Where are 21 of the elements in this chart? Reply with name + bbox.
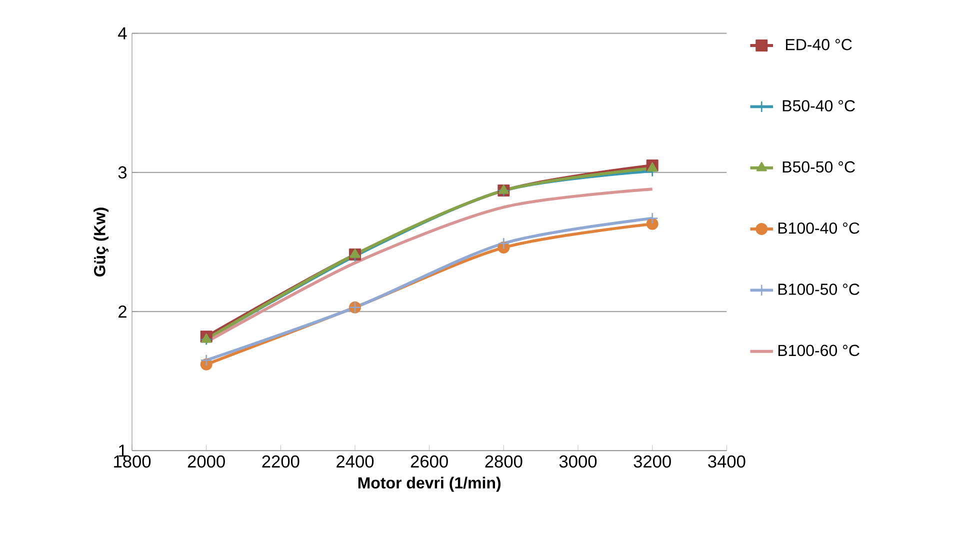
y-tick-label: 1 bbox=[118, 444, 126, 457]
legend-label: B50-40 °C bbox=[782, 100, 855, 112]
x-tick-label: 2800 bbox=[485, 455, 522, 468]
x-axis-title: Motor devri (1/min) bbox=[358, 476, 501, 492]
legend-label: ED-40 °C bbox=[786, 38, 852, 50]
y-tick-label: 3 bbox=[118, 166, 127, 179]
x-tick-label: 3000 bbox=[559, 455, 597, 468]
x-tick-label: 2000 bbox=[188, 455, 225, 468]
x-tick-label: 2600 bbox=[410, 455, 448, 468]
y-tick-label: 2 bbox=[118, 305, 126, 318]
x-tick-label: 1800 bbox=[114, 455, 151, 468]
legend-label: B100-50 °C bbox=[778, 284, 860, 295]
y-tick-label: 4 bbox=[118, 27, 127, 40]
x-tick-label: 3400 bbox=[708, 455, 746, 468]
x-tick-label: 2400 bbox=[336, 455, 374, 468]
y-axis-title: Güç (Kw) bbox=[94, 208, 109, 276]
x-tick-label: 2200 bbox=[262, 455, 300, 468]
legend-label: B100-60 °C bbox=[778, 344, 860, 356]
legend-label: B50-50 °C bbox=[782, 161, 855, 173]
x-tick-label: 3200 bbox=[634, 455, 671, 468]
legend-label: B100-40 °C bbox=[778, 222, 860, 234]
